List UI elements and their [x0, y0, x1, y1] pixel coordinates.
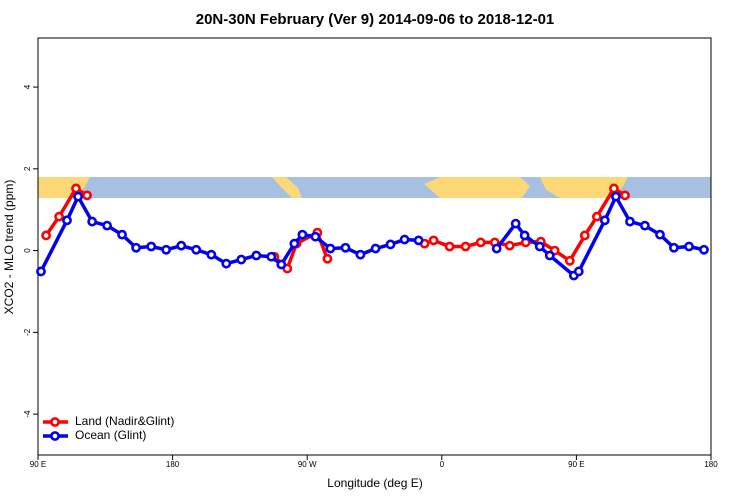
series-point: [191, 244, 202, 255]
series-point: [325, 243, 336, 254]
y-tick-label: -4: [23, 410, 32, 418]
series-point: [625, 216, 635, 227]
series-point: [87, 216, 98, 227]
series-point: [36, 266, 46, 277]
series-point: [444, 241, 455, 252]
series-point: [176, 240, 187, 251]
series-point: [297, 229, 308, 240]
plot-frame: [37, 37, 712, 456]
series-point: [266, 251, 277, 262]
legend-label: Ocean (Glint): [75, 428, 146, 442]
map-land: [272, 177, 302, 198]
series-point: [684, 241, 694, 252]
series-point: [655, 229, 665, 240]
series-point: [428, 235, 439, 246]
y-tick-label: 2: [23, 166, 32, 171]
x-tick-label: 90 E: [568, 460, 584, 469]
series-point: [146, 241, 157, 252]
series-point: [510, 218, 521, 229]
series-point: [610, 191, 621, 202]
series-point: [131, 242, 142, 253]
series-point: [504, 240, 515, 251]
x-tick-label: 90 E: [30, 460, 46, 469]
series-point: [102, 220, 112, 231]
series-point: [475, 237, 486, 248]
series-line: [424, 186, 626, 263]
series-point: [62, 215, 72, 226]
series-point: [460, 241, 471, 252]
series-point: [579, 230, 590, 241]
series-point: [41, 230, 51, 241]
series-point: [573, 266, 584, 277]
chart-title: 20N-30N February (Ver 9) 2014-09-06 to 2…: [196, 11, 555, 28]
series-point: [322, 253, 333, 264]
series-point: [206, 249, 217, 260]
series-point: [221, 258, 232, 269]
series-point: [117, 229, 127, 240]
x-tick-label: 90 W: [298, 460, 317, 469]
series-point: [534, 241, 545, 252]
series-point: [161, 244, 172, 255]
series-point: [370, 243, 381, 254]
x-tick-label: 0: [440, 460, 445, 469]
y-tick-label: -2: [23, 328, 32, 336]
legend-label: Land (Nadir&Glint): [75, 414, 174, 428]
series-point: [276, 259, 287, 270]
series-point: [544, 250, 555, 261]
series-point: [340, 242, 351, 253]
series-point: [71, 183, 81, 194]
series-point: [399, 234, 410, 245]
legend-marker: [50, 431, 60, 441]
series-point: [82, 190, 92, 201]
map-land: [424, 177, 530, 198]
map-band: [38, 177, 711, 198]
x-tick-label: 180: [166, 460, 180, 469]
x-tick-label: 180: [704, 460, 718, 469]
series-point: [699, 244, 709, 255]
y-axis-label: XCO2 - MLO trend (ppm): [2, 180, 16, 315]
series-line: [39, 194, 419, 273]
series-point: [591, 211, 602, 222]
y-tick-label: 4: [23, 84, 32, 89]
series-point: [599, 215, 610, 226]
series-point: [73, 191, 83, 202]
series-point: [310, 231, 321, 242]
legend: Land (Nadir&Glint)Ocean (Glint): [43, 414, 174, 442]
series-point: [564, 255, 575, 266]
series-line: [44, 186, 88, 237]
series-point: [54, 211, 64, 222]
series-point: [620, 190, 630, 201]
series-point: [413, 235, 424, 246]
series-point: [289, 238, 300, 249]
series-point: [491, 243, 502, 254]
series-point: [355, 249, 366, 260]
series-point: [519, 230, 530, 241]
x-axis-label: Longitude (deg E): [327, 476, 422, 490]
series-point: [251, 250, 262, 261]
legend-marker: [50, 417, 60, 427]
series-point: [385, 239, 396, 250]
series-point: [639, 220, 650, 231]
series-point: [609, 183, 619, 194]
map-land: [540, 177, 628, 198]
series-point: [236, 254, 247, 265]
series-point: [669, 242, 679, 253]
y-tick-label: 0: [23, 248, 32, 253]
